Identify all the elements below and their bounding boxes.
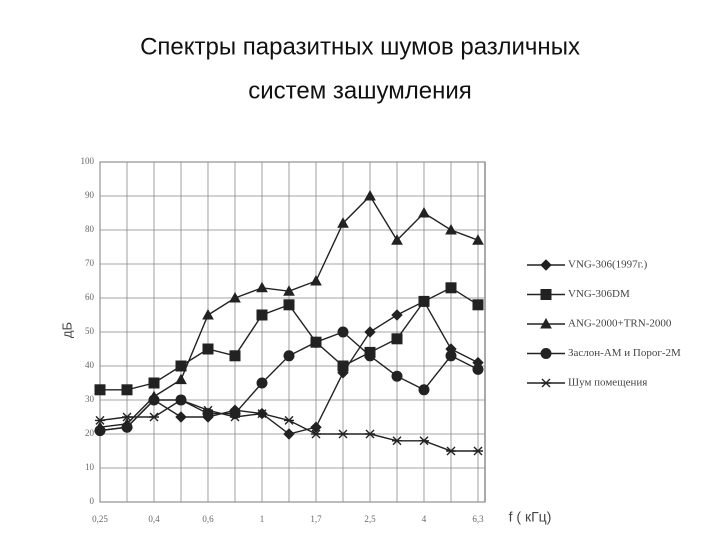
x-tick-label: 0,6 (202, 514, 214, 524)
marker (365, 429, 375, 439)
marker (391, 309, 403, 321)
marker (230, 412, 240, 422)
x-tick-label: 1 (260, 514, 265, 524)
marker (364, 189, 376, 201)
legend-label: Шум помещения (568, 377, 647, 389)
legend-marker (540, 259, 552, 271)
marker (175, 373, 187, 385)
legend-marker (540, 317, 552, 329)
marker (202, 308, 214, 320)
marker (94, 384, 106, 396)
marker (472, 299, 484, 311)
y-axis-label: дБ (59, 322, 74, 338)
y-tick-label: 30 (85, 394, 95, 404)
marker (203, 405, 213, 415)
x-tick-label: 0,25 (92, 514, 108, 524)
marker (176, 395, 186, 405)
x-tick-label: 4 (422, 514, 427, 524)
y-tick-label: 0 (90, 496, 95, 506)
marker (364, 350, 376, 362)
y-tick-label: 70 (85, 258, 95, 268)
marker (418, 384, 430, 396)
marker (391, 234, 403, 245)
legend-marker (540, 348, 552, 359)
x-tick-label: 2,5 (364, 514, 376, 524)
marker (310, 274, 322, 286)
marker (256, 309, 268, 321)
y-tick-label: 60 (85, 292, 95, 302)
marker (392, 436, 402, 446)
marker (175, 411, 187, 423)
chart-title: систем зашумления (248, 77, 472, 104)
legend-marker (540, 289, 552, 300)
marker (337, 360, 349, 372)
marker (95, 415, 105, 425)
marker (257, 409, 267, 419)
marker (472, 234, 484, 245)
x-tick-label: 1,7 (310, 514, 322, 524)
marker (446, 446, 456, 456)
marker (148, 394, 160, 406)
marker (202, 343, 214, 355)
legend-label: VNG-306DM (568, 288, 630, 300)
y-tick-label: 90 (85, 190, 95, 200)
y-tick-label: 100 (81, 156, 95, 166)
marker (391, 370, 403, 382)
marker (419, 436, 429, 446)
legend-label: VNG-306(1997г.) (568, 259, 648, 271)
marker (229, 291, 241, 303)
marker (121, 421, 133, 433)
marker (338, 429, 348, 439)
marker (337, 217, 349, 228)
x-tick-label: 0,4 (148, 514, 160, 524)
marker (472, 363, 484, 375)
marker (337, 326, 349, 338)
marker (283, 350, 295, 362)
marker (310, 336, 322, 348)
marker (284, 415, 294, 425)
marker (256, 281, 268, 293)
marker (310, 421, 322, 433)
marker (418, 295, 430, 307)
y-tick-label: 20 (85, 428, 95, 438)
y-tick-label: 50 (85, 326, 95, 336)
marker (364, 326, 376, 338)
marker (121, 384, 133, 396)
chart-title: Спектры паразитных шумов различных (140, 33, 580, 60)
marker (149, 412, 159, 422)
marker (311, 429, 321, 439)
marker (445, 223, 457, 235)
marker (283, 285, 295, 296)
marker (445, 282, 457, 294)
marker (283, 428, 295, 440)
marker (94, 425, 106, 437)
marker (283, 299, 295, 311)
y-tick-label: 10 (85, 462, 95, 472)
marker (256, 377, 268, 389)
y-tick-label: 80 (85, 224, 95, 234)
marker (229, 350, 241, 362)
marker (445, 350, 457, 362)
x-axis-label: f ( кГц) (509, 509, 552, 525)
marker (391, 333, 403, 345)
marker (418, 206, 430, 218)
legend-label: Заслон-АМ и Порог-2М (568, 347, 681, 359)
marker (473, 446, 483, 456)
x-tick-label: 6,3 (472, 514, 484, 524)
legend-marker (541, 378, 551, 388)
marker (148, 377, 160, 389)
marker (122, 412, 132, 422)
y-tick-label: 40 (85, 360, 95, 370)
legend-label: ANG-2000+TRN-2000 (568, 318, 672, 330)
